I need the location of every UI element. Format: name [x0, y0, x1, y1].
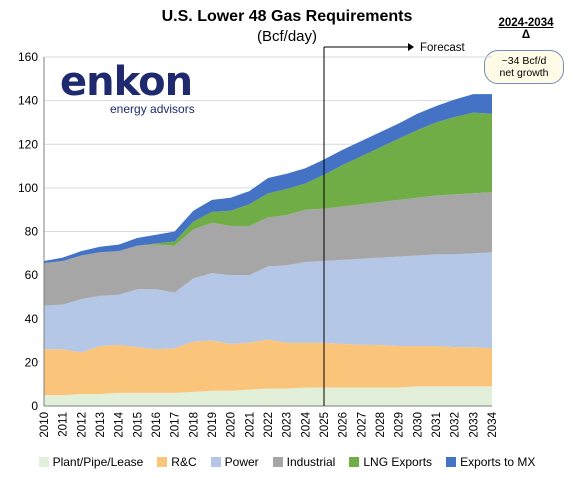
legend-swatch — [210, 457, 221, 467]
y-tick-label: 40 — [25, 312, 39, 326]
legend-item: Plant/Pipe/Lease — [38, 455, 144, 469]
y-tick-label: 100 — [18, 181, 38, 195]
x-tick-label: 2025 — [319, 412, 331, 438]
legend-item: Industrial — [272, 455, 336, 469]
delta-heading: 2024-2034 Δ — [490, 17, 562, 42]
x-tick-label: 2029 — [394, 412, 406, 438]
y-tick-label: 60 — [25, 268, 39, 282]
x-tick-label: 2030 — [412, 412, 424, 438]
x-tick-label: 2021 — [244, 412, 256, 438]
y-tick-label: 20 — [25, 355, 39, 369]
x-tick-label: 2026 — [338, 412, 350, 438]
legend-item: LNG Exports — [349, 455, 432, 469]
legend-swatch — [349, 457, 360, 467]
delta-callout-line1: ~34 Bcf/d — [501, 55, 547, 67]
legend-label: Plant/Pipe/Lease — [52, 455, 144, 469]
x-tick-label: 2017 — [170, 412, 182, 438]
x-tick-label: 2019 — [207, 412, 219, 438]
x-tick-label: 2010 — [39, 412, 51, 438]
legend-swatch — [157, 457, 168, 467]
legend-label: Exports to MX — [460, 455, 536, 469]
forecast-label: Forecast — [420, 42, 466, 54]
delta-callout: ~34 Bcf/d net growth — [484, 50, 564, 84]
x-tick-label: 2033 — [468, 412, 480, 438]
area-plant-pipe-lease — [44, 386, 492, 406]
y-tick-label: 140 — [18, 94, 38, 108]
x-tick-label: 2011 — [58, 412, 70, 437]
area-power — [44, 252, 492, 353]
area-lng-exports — [44, 112, 492, 264]
x-tick-label: 2018 — [188, 412, 200, 438]
y-tick-label: 0 — [31, 399, 38, 413]
delta-period: 2024-2034 — [498, 17, 554, 29]
chart-legend: Plant/Pipe/Lease R&C Power Industrial LNG Ex… — [0, 455, 574, 469]
x-tick-label: 2024 — [300, 411, 312, 437]
legend-label: LNG Exports — [363, 455, 433, 469]
delta-symbol: Δ — [521, 29, 531, 41]
x-tick-label: 2015 — [132, 412, 144, 438]
x-tick-label: 2031 — [431, 412, 443, 438]
x-tick-label: 2014 — [114, 411, 126, 437]
legend-item: Exports to MX — [446, 455, 535, 469]
legend-label: R&C — [171, 455, 197, 469]
y-tick-label: 160 — [18, 50, 38, 64]
y-tick-label: 80 — [25, 225, 39, 239]
legend-swatch — [38, 457, 49, 467]
legend-swatch — [446, 457, 457, 467]
area-exports-to-mx — [44, 94, 492, 264]
logo-tagline: energy advisors — [110, 102, 195, 116]
chart-subtitle: (Bcf/day) — [256, 28, 317, 45]
y-tick-label: 120 — [18, 137, 38, 151]
x-tick-label: 2027 — [356, 412, 368, 438]
x-tick-label: 2012 — [76, 412, 88, 438]
legend-swatch — [272, 457, 283, 467]
x-tick-label: 2013 — [95, 412, 107, 438]
x-tick-label: 2022 — [263, 412, 275, 438]
x-tick-label: 2023 — [282, 412, 294, 438]
legend-item: Power — [210, 455, 259, 469]
legend-item: R&C — [157, 455, 197, 469]
forecast-arrow-head — [408, 43, 414, 51]
x-tick-label: 2028 — [375, 412, 387, 438]
logo-wordmark: enkon — [60, 59, 193, 105]
legend-label: Industrial — [286, 455, 336, 469]
x-tick-label: 2016 — [151, 412, 163, 438]
x-tick-label: 2032 — [450, 412, 462, 438]
chart-title: U.S. Lower 48 Gas Requirements — [161, 8, 413, 25]
legend-label: Power — [224, 455, 259, 469]
delta-callout-line2: net growth — [499, 67, 549, 79]
enkon-logo: enkon energy advisors — [60, 60, 220, 120]
area-r-c — [44, 339, 492, 396]
area-industrial — [44, 192, 492, 306]
x-tick-label: 2020 — [226, 412, 238, 438]
x-tick-label: 2034 — [487, 411, 499, 437]
